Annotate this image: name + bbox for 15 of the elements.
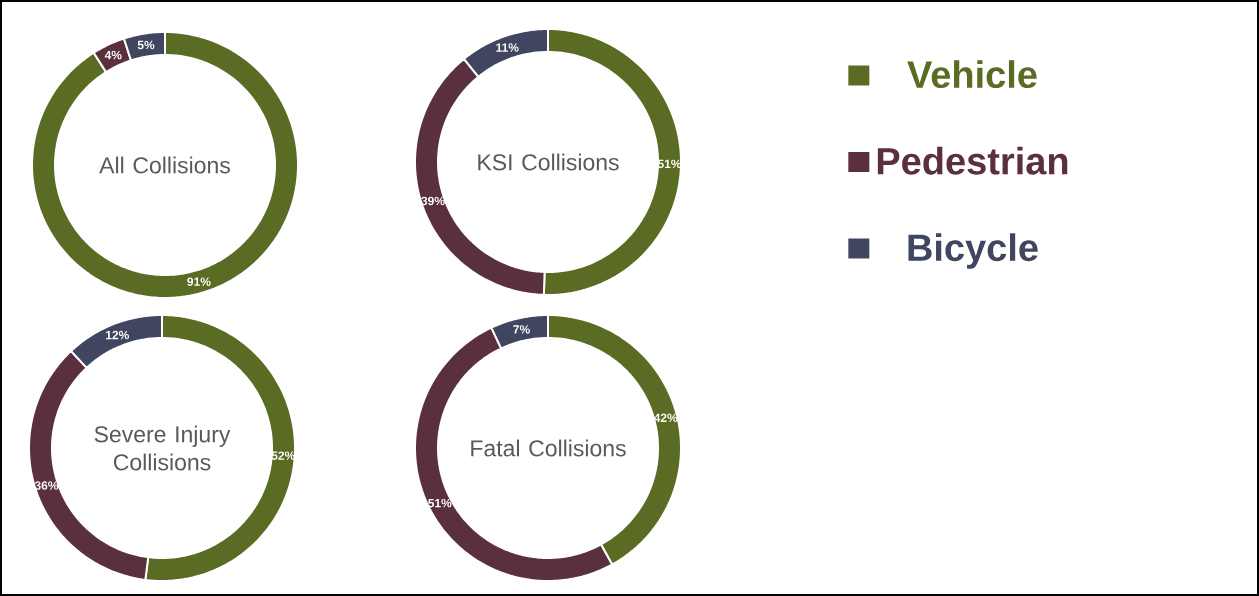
data-label: 51% — [428, 498, 452, 508]
text: All Collisions — [99, 156, 230, 174]
data-label: 12% — [106, 330, 129, 340]
data-label: 36% — [34, 481, 59, 490]
data-label: 7% — [513, 325, 530, 334]
text: Fatal Collisions — [471, 439, 626, 457]
text: KSI Collisions — [478, 153, 619, 171]
data-label: 5% — [137, 40, 155, 50]
text: Severe Injury Collisions — [94, 425, 231, 471]
legend-label: Bicycle — [908, 233, 1038, 269]
data-label: 91% — [187, 277, 211, 286]
legend-label: Pedestrian — [877, 146, 1068, 175]
legend-label: Vehicle — [907, 60, 1037, 89]
data-label: 4% — [104, 50, 122, 60]
data-label: 11% — [496, 43, 519, 52]
